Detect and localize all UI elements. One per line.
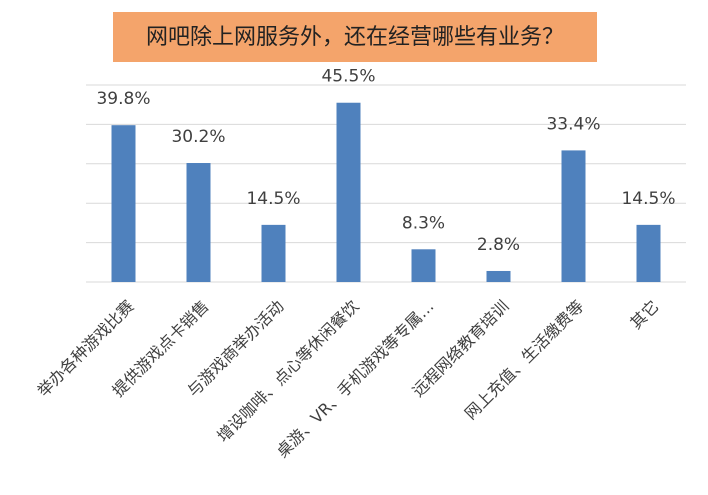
value-label: 8.3% — [402, 213, 445, 233]
bar — [261, 224, 286, 282]
bar — [636, 224, 661, 282]
value-label: 14.5% — [246, 189, 300, 209]
bar — [111, 125, 136, 282]
x-tick-label: 增设咖啡、点心等休闲餐饮 — [213, 297, 362, 446]
bar — [411, 249, 436, 282]
bar — [186, 163, 211, 282]
bar — [336, 102, 361, 282]
value-label: 2.8% — [477, 235, 520, 255]
chart-title: 网吧除上网服务外，还在经营哪些有业务？ — [146, 25, 564, 50]
value-label: 30.2% — [171, 127, 225, 147]
value-label: 39.8% — [96, 89, 150, 109]
title-box — [113, 12, 597, 62]
value-label: 45.5% — [321, 67, 375, 87]
bar — [486, 270, 511, 282]
x-tick-label: 桌游、VR、手机游戏等专属… — [273, 297, 438, 462]
x-tick-label: 其它 — [626, 297, 662, 333]
bar — [561, 150, 586, 282]
value-label: 14.5% — [621, 189, 675, 209]
value-label: 33.4% — [546, 114, 600, 134]
